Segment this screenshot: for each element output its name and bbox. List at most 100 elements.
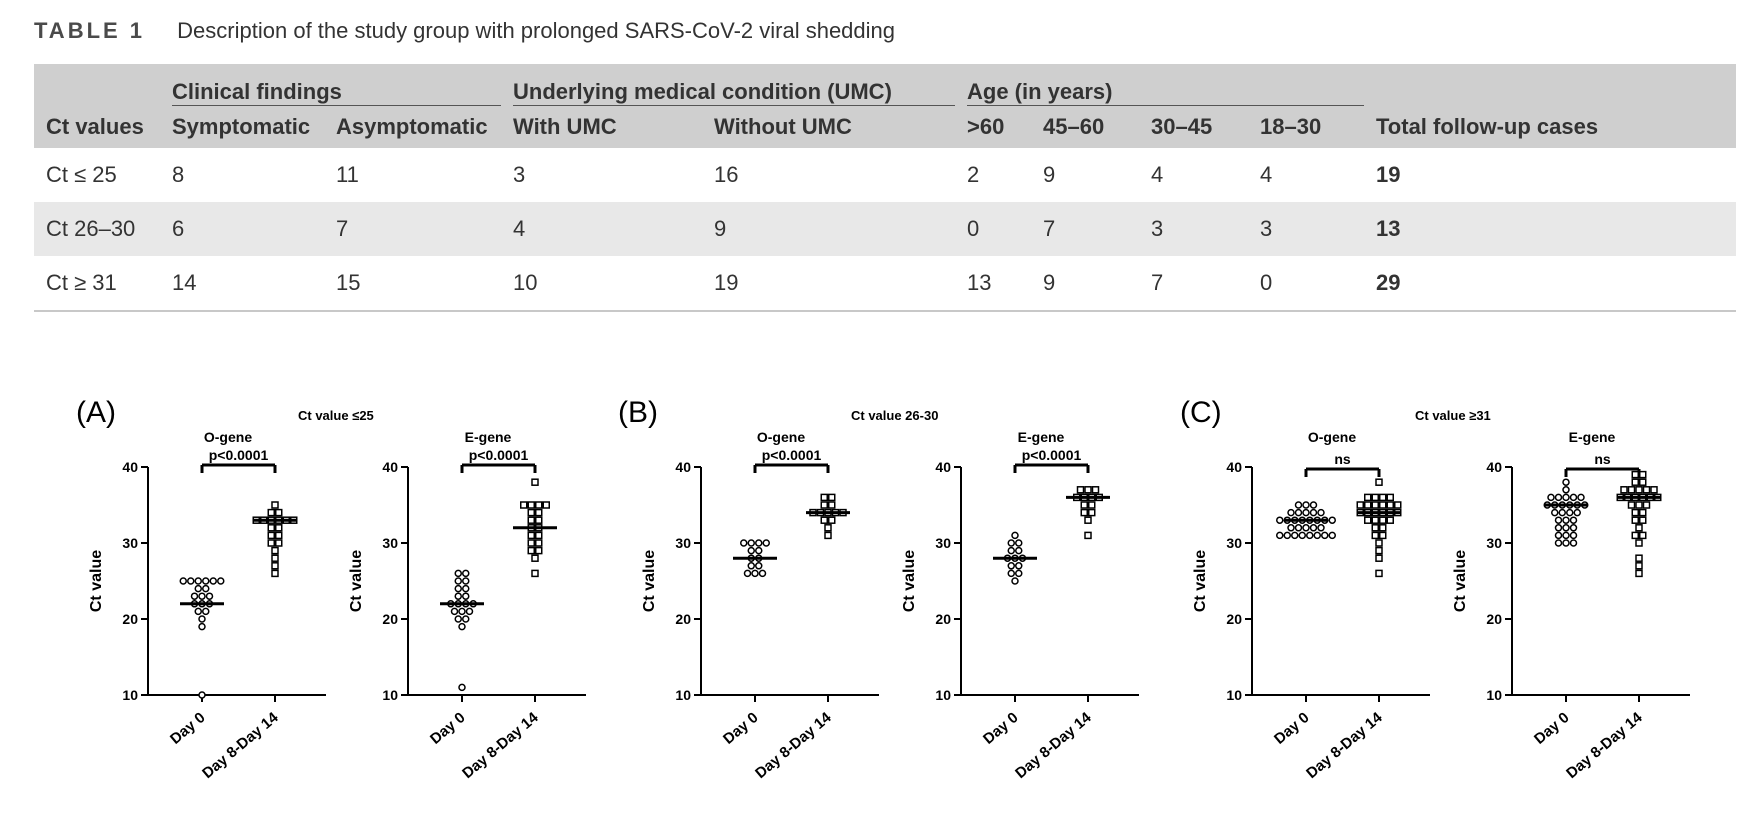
data-point-day0 (1015, 546, 1023, 555)
y-tick-label: 30 (122, 535, 138, 551)
data-point-day8-14 (527, 539, 535, 547)
table-cell: 9 (1043, 162, 1056, 187)
table-cell: 10 (501, 256, 702, 312)
data-point-day8-14 (1631, 470, 1639, 479)
column-header: Total follow-up cases (1376, 114, 1599, 139)
group-label-umc: Underlying medical condition (UMC) (513, 79, 955, 106)
data-point-day8-14 (1635, 569, 1643, 578)
data-point-day0 (1011, 577, 1019, 585)
data-point-day0 (462, 569, 470, 578)
data-point-day0 (1011, 531, 1019, 540)
data-point-day0 (758, 569, 767, 578)
data-point-day8-14 (1635, 486, 1643, 494)
data-point-day8-14 (1364, 501, 1372, 509)
data-point-day8-14 (1394, 501, 1402, 509)
table-cell-total: 29 (1364, 256, 1736, 312)
table-cell: 0 (1248, 256, 1364, 312)
data-point-day8-14 (824, 524, 832, 532)
data-point-day0 (198, 622, 206, 631)
data-point-day8-14 (1635, 524, 1643, 532)
y-tick-label: 20 (935, 611, 951, 627)
significance-label: p<0.0001 (469, 447, 529, 463)
group-header-age: Age (in years) (955, 64, 1364, 106)
data-point-day8-14 (267, 531, 275, 540)
data-point-day8-14 (820, 493, 828, 502)
table-cell: 2 (967, 162, 980, 187)
header-spacer (1364, 64, 1736, 106)
data-point-day0 (1309, 501, 1318, 509)
data-point-day0 (1562, 516, 1570, 524)
data-point-day8-14 (535, 539, 543, 547)
y-tick-label: 10 (1486, 687, 1502, 703)
data-point-day0 (755, 546, 763, 555)
data-point-day8-14 (1371, 501, 1379, 509)
header-spacer (34, 64, 160, 106)
table-cell: 3 (1260, 216, 1273, 241)
data-point-day8-14 (1639, 531, 1647, 540)
data-point-day0 (1554, 493, 1563, 502)
data-point-day0 (1562, 531, 1570, 540)
data-point-day0 (1276, 516, 1284, 524)
data-point-day8-14 (828, 501, 836, 509)
data-point-day0 (1554, 524, 1563, 532)
panel-letter-a: (A) (76, 396, 116, 429)
table-cell: 9 (1031, 256, 1139, 312)
data-point-day0 (1562, 486, 1570, 494)
data-point-day8-14 (1379, 531, 1387, 540)
data-point-day0 (1306, 531, 1314, 540)
data-point-day8-14 (1620, 486, 1628, 494)
x-tick-label: Day 0 (167, 709, 209, 748)
x-tick-label: Day 8-Day 14 (1012, 709, 1095, 782)
data-point-day0 (1328, 531, 1336, 540)
x-tick-label: Day 0 (1531, 709, 1573, 748)
chart-title: O-gene (1308, 429, 1356, 445)
x-tick-label: Day 8-Day 14 (459, 709, 542, 782)
data-point-day0 (1317, 524, 1325, 532)
data-point-day8-14 (1084, 516, 1092, 524)
panel-title-a: Ct value ≤25 (298, 408, 374, 423)
column-header: 45–60 (1043, 114, 1105, 139)
data-point-day0 (1551, 508, 1559, 517)
y-tick-label: 30 (675, 535, 691, 551)
data-point-day0 (458, 622, 466, 631)
data-point-day8-14 (1364, 516, 1372, 524)
table-title: Description of the study group with prol… (177, 18, 896, 43)
y-tick-label: 40 (1486, 459, 1502, 475)
data-point-day0 (1554, 516, 1563, 524)
y-tick-label: 20 (1226, 611, 1242, 627)
data-point-day8-14 (527, 516, 535, 524)
x-tick-label: Day 0 (1271, 709, 1313, 748)
y-axis-label: Ct value (88, 550, 105, 612)
column-header: With UMC (513, 114, 617, 139)
data-point-day0 (762, 539, 770, 547)
data-point-day0 (454, 615, 462, 623)
table-cell-total: 19 (1376, 162, 1401, 187)
data-point-day0 (755, 562, 763, 570)
data-table: Clinical findings Underlying medical con… (34, 64, 1736, 312)
table-caption: TABLE 1 Description of the study group w… (34, 18, 895, 44)
data-point-day0 (454, 584, 462, 593)
table-cell: 7 (336, 216, 349, 241)
y-tick-label: 10 (1226, 687, 1242, 703)
data-point-day8-14 (527, 508, 535, 517)
data-point-day8-14 (535, 516, 543, 524)
data-point-day0 (1562, 478, 1570, 486)
column-header: Ct values (46, 114, 144, 139)
data-point-day8-14 (1084, 486, 1092, 494)
data-point-day0 (1562, 524, 1570, 532)
y-tick-label: 40 (1226, 459, 1242, 475)
data-point-day8-14 (275, 524, 283, 532)
data-point-day0 (454, 569, 462, 578)
data-point-day8-14 (1379, 493, 1387, 502)
data-point-day8-14 (1386, 493, 1394, 502)
data-point-day0 (1569, 516, 1578, 524)
significance-label: p<0.0001 (762, 447, 822, 463)
data-point-day8-14 (1379, 501, 1387, 509)
column-header: Without UMC (714, 114, 852, 139)
data-point-day8-14 (1371, 524, 1379, 532)
data-point-day0 (747, 546, 755, 555)
data-point-day8-14 (275, 508, 283, 517)
data-point-day8-14 (1080, 501, 1088, 509)
data-point-day8-14 (1375, 539, 1383, 547)
data-point-day0 (1294, 501, 1303, 509)
